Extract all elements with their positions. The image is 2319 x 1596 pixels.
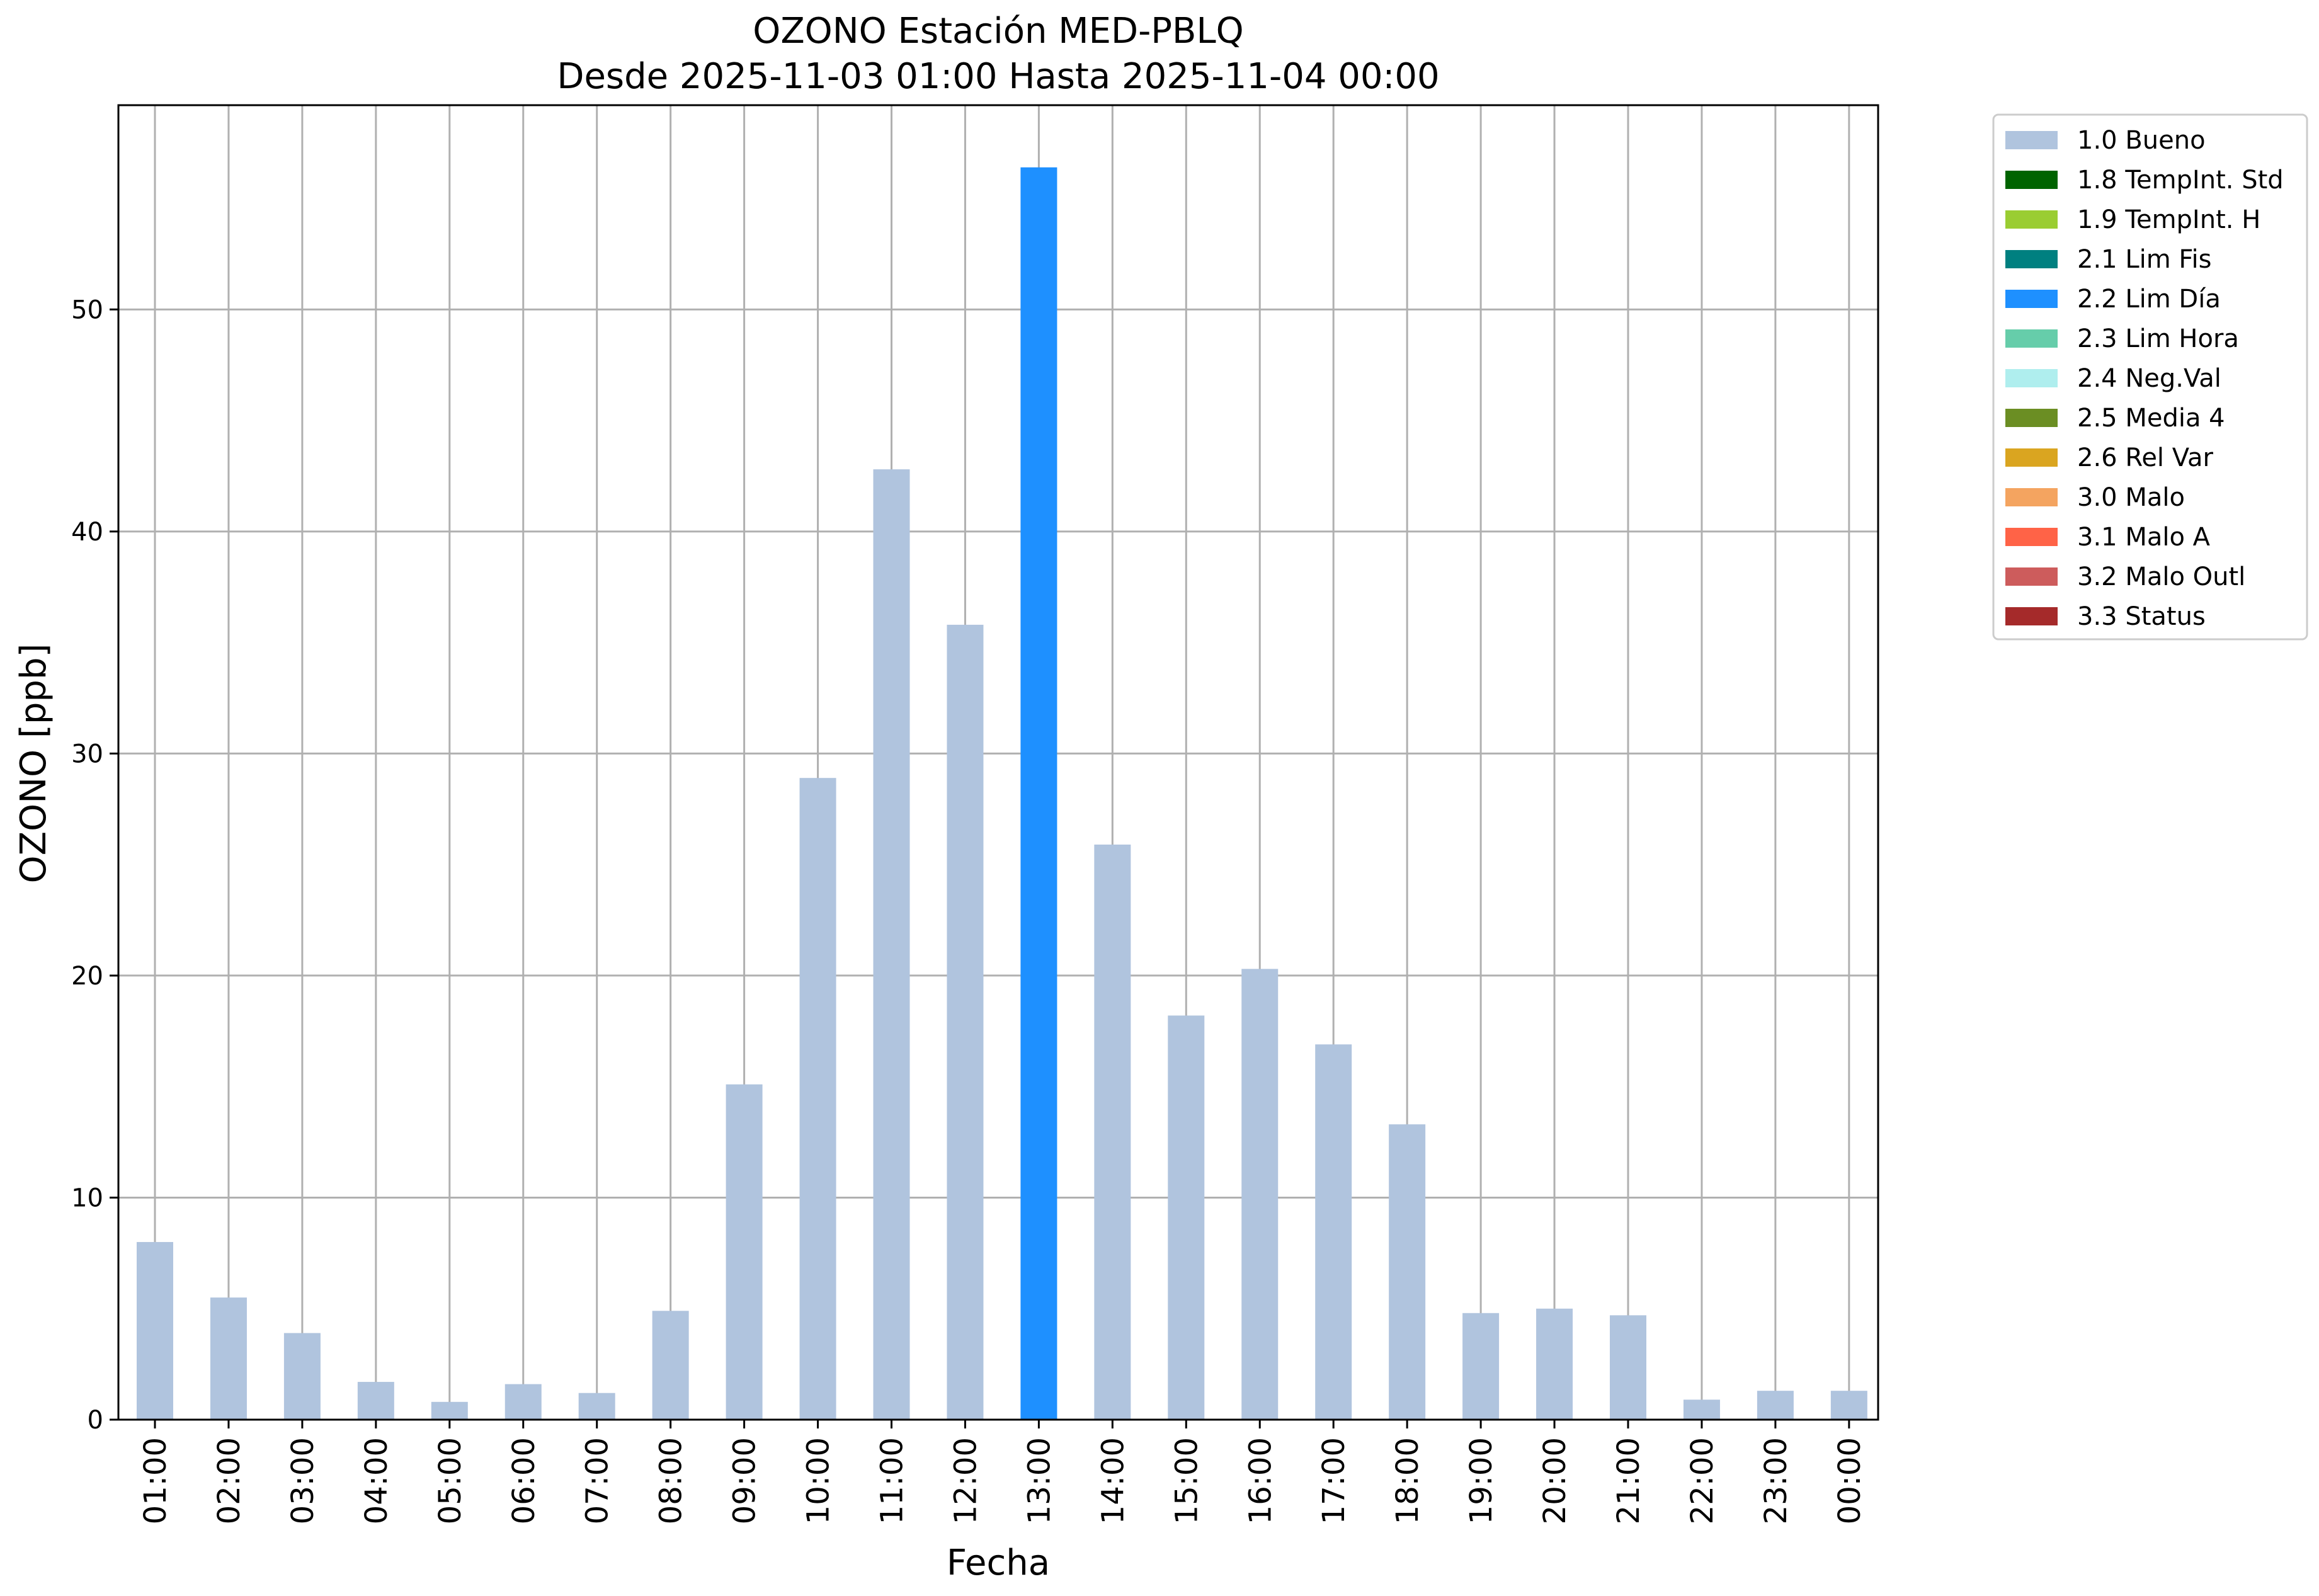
x-tick-label: 21:00: [1611, 1437, 1646, 1524]
x-tick-label: 19:00: [1464, 1437, 1499, 1524]
legend-label: 3.3 Status: [2077, 602, 2206, 631]
x-tick-label: 13:00: [1022, 1437, 1057, 1524]
y-tick-label: 50: [71, 295, 103, 324]
legend-label: 3.1 Malo A: [2077, 523, 2211, 552]
legend-swatch: [2005, 329, 2058, 348]
y-tick-label: 40: [71, 518, 103, 547]
legend-swatch: [2005, 210, 2058, 229]
bar-2000: [1536, 1308, 1573, 1420]
x-tick-label: 15:00: [1169, 1437, 1204, 1524]
x-tick-label: 16:00: [1243, 1437, 1278, 1524]
x-axis-ticks: 01:00 02:00 03:00 04:00 05:00 06:00 07:00 08:00…: [138, 1420, 1867, 1524]
x-tick-label: 01:00: [138, 1437, 173, 1524]
legend-label: 2.4 Neg.Val: [2077, 364, 2221, 393]
legend-swatch: [2005, 171, 2058, 189]
legend-label: 3.2 Malo Outl: [2077, 562, 2245, 591]
legend-label: 1.0 Bueno: [2077, 126, 2206, 155]
bar-1200: [947, 624, 984, 1420]
legend-swatch: [2005, 409, 2058, 427]
x-tick-label: 14:00: [1095, 1437, 1131, 1524]
bar-1500: [1168, 1015, 1205, 1420]
x-tick-label: 05:00: [433, 1437, 468, 1524]
bar-2300: [1757, 1391, 1794, 1420]
bar-1800: [1389, 1124, 1426, 1420]
legend-swatch: [2005, 250, 2058, 268]
bar-1300: [1020, 167, 1057, 1420]
bar-1400: [1094, 844, 1131, 1420]
bar-0200: [210, 1297, 247, 1420]
x-tick-label: 20:00: [1537, 1437, 1573, 1524]
legend-label: 2.6 Rel Var: [2077, 443, 2214, 472]
legend-label: 3.0 Malo: [2077, 483, 2185, 512]
legend-swatch: [2005, 448, 2058, 467]
x-tick-label: 02:00: [212, 1437, 247, 1524]
y-axis-ticks: 0 10 20 30 40 50: [71, 295, 118, 1435]
legend-swatch: [2005, 567, 2058, 586]
legend-label: 2.5 Media 4: [2077, 404, 2225, 433]
y-axis-label: OZONO [ppb]: [13, 644, 54, 884]
x-tick-label: 04:00: [359, 1437, 394, 1524]
bar-1000: [799, 778, 836, 1420]
x-tick-label: 18:00: [1390, 1437, 1425, 1524]
legend-label: 2.3 Lim Hora: [2077, 324, 2239, 353]
y-tick-label: 20: [71, 962, 103, 991]
bar-0500: [431, 1401, 468, 1420]
bar-2100: [1610, 1315, 1646, 1420]
x-tick-label: 17:00: [1316, 1437, 1352, 1524]
bar-1600: [1241, 969, 1279, 1420]
legend: 1.0 Bueno 1.8 TempInt. Std 1.9 TempInt. H 2…: [1992, 113, 2308, 641]
x-tick-label: 06:00: [506, 1437, 542, 1524]
chart-subtitle: Desde 2025-11-03 01:00 Hasta 2025-11-04 …: [557, 56, 1439, 97]
legend-swatch: [2005, 528, 2058, 546]
x-tick-label: 09:00: [727, 1437, 763, 1524]
legend-items: 1.0 Bueno 1.8 TempInt. Std 1.9 TempInt. H 2…: [2005, 126, 2284, 631]
y-tick-label: 0: [88, 1406, 103, 1435]
bar-0700: [578, 1393, 615, 1420]
chart-title: OZONO Estación MED-PBLQ: [753, 11, 1244, 52]
x-axis-label: Fecha: [947, 1542, 1050, 1583]
bar-0100: [137, 1241, 173, 1420]
bar-0600: [504, 1384, 542, 1420]
x-tick-label: 23:00: [1758, 1437, 1794, 1524]
plot-frame: [117, 104, 1879, 1421]
bar-1100: [873, 469, 910, 1420]
bar-1900: [1462, 1313, 1500, 1420]
grid-lines: [118, 105, 1878, 1420]
x-tick-label: 00:00: [1832, 1437, 1867, 1524]
y-tick-label: 10: [71, 1183, 103, 1212]
y-tick-label: 30: [71, 739, 103, 768]
x-tick-label: 03:00: [285, 1437, 321, 1524]
legend-swatch: [2005, 488, 2058, 506]
x-tick-label: 10:00: [801, 1437, 836, 1524]
legend-swatch: [2005, 131, 2058, 149]
bar-1700: [1315, 1044, 1352, 1420]
legend-swatch: [2005, 290, 2058, 308]
bar-0800: [652, 1311, 689, 1420]
bar-0900: [726, 1084, 763, 1420]
x-tick-label: 07:00: [580, 1437, 615, 1524]
x-tick-label: 11:00: [875, 1437, 910, 1524]
legend-label: 2.1 Lim Fis: [2077, 245, 2211, 274]
legend-label: 1.8 TempInt. Std: [2077, 166, 2284, 195]
bar-0000: [1830, 1391, 1867, 1420]
bar-0300: [283, 1333, 321, 1420]
legend-swatch: [2005, 369, 2058, 387]
x-tick-label: 22:00: [1685, 1437, 1720, 1524]
bar-2200: [1683, 1399, 1720, 1420]
legend-swatch: [2005, 607, 2058, 625]
bar-0400: [357, 1382, 394, 1420]
legend-label: 2.2 Lim Día: [2077, 285, 2221, 314]
legend-frame: [1992, 113, 2308, 641]
legend-label: 1.9 TempInt. H: [2077, 205, 2260, 234]
x-tick-label: 12:00: [948, 1437, 983, 1524]
x-tick-label: 08:00: [654, 1437, 689, 1524]
bars: [137, 167, 1867, 1420]
